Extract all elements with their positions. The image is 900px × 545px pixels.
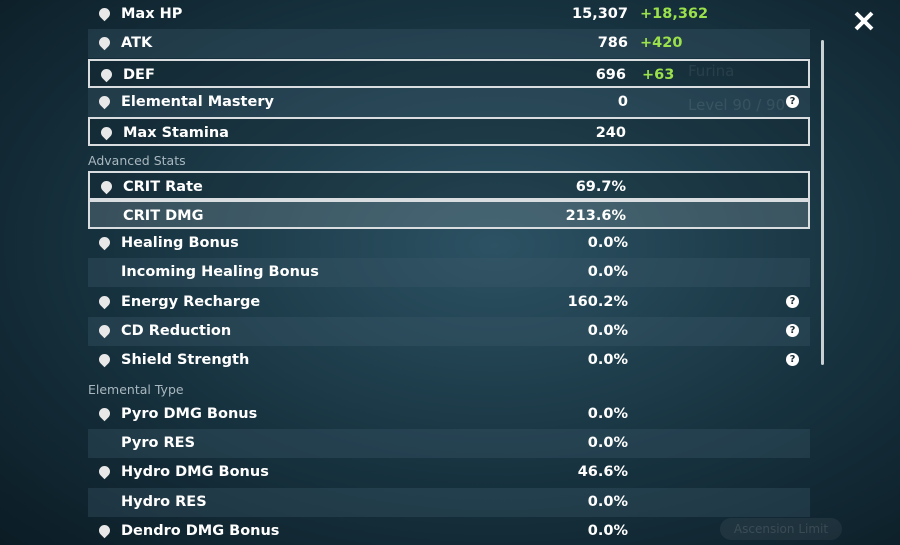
stat-icon: [96, 234, 113, 251]
stat-value: 0.0%: [587, 352, 628, 369]
stat-name: Max HP: [121, 6, 183, 22]
stat-row[interactable]: Energy Recharge 160.2%?: [88, 288, 810, 317]
stat-bonus: +63: [642, 66, 675, 83]
stat-row[interactable]: Max HP 15,307 +18,362: [88, 0, 810, 29]
stat-value: 786: [597, 35, 628, 52]
stat-value: 46.6%: [577, 464, 628, 481]
stat-icon: [96, 93, 113, 110]
stat-value: 213.6%: [565, 207, 626, 224]
stat-icon: [96, 405, 113, 421]
stat-row[interactable]: CD Reduction 0.0%?: [88, 317, 810, 346]
stat-value: 15,307: [572, 6, 628, 22]
stat-name: Pyro RES: [121, 434, 196, 451]
stat-icon: [96, 352, 113, 368]
stat-name: CRIT Rate: [123, 178, 203, 195]
section-header: Elemental Type: [88, 381, 184, 397]
stat-row[interactable]: DEF 696 +63: [88, 58, 810, 88]
stat-icon: [98, 66, 115, 82]
character-level: Level 90 / 90: [688, 96, 786, 114]
stat-value: 0: [617, 93, 628, 110]
stat-value: 0.0%: [587, 235, 628, 252]
stat-row[interactable]: Hydro RES 0.0%: [88, 487, 810, 517]
stat-icon: [96, 322, 113, 339]
stat-icon: [98, 124, 115, 141]
stat-row[interactable]: Hydro DMG Bonus 46.6%: [88, 458, 810, 487]
stat-icon: [96, 35, 113, 51]
stat-bonus: +18,362: [640, 6, 709, 22]
stat-row[interactable]: Pyro RES 0.0%: [88, 428, 810, 458]
stat-bonus: +420: [640, 35, 683, 52]
stat-row[interactable]: Dendro DMG Bonus 0.0%: [88, 517, 810, 545]
scrollbar[interactable]: [821, 40, 824, 365]
stat-value: 0.0%: [587, 323, 628, 339]
stat-row[interactable]: CRIT Rate 69.7%: [88, 170, 810, 200]
stat-name: CD Reduction: [121, 323, 232, 339]
stat-name: Dendro DMG Bonus: [121, 522, 280, 539]
stat-name: Elemental Mastery: [121, 93, 274, 110]
stat-value: 240: [595, 125, 626, 142]
stat-name: DEF: [123, 66, 155, 83]
stat-icon: [96, 463, 113, 480]
stat-value: 160.2%: [567, 293, 628, 310]
stat-row[interactable]: Elemental Mastery 0?: [88, 87, 810, 117]
stat-row[interactable]: ATK 786 +420: [88, 29, 810, 59]
stat-name: Pyro DMG Bonus: [121, 405, 258, 422]
stat-icon: [96, 522, 113, 539]
stat-row[interactable]: Shield Strength 0.0%?: [88, 346, 810, 375]
stat-icon: [96, 293, 113, 309]
stat-row[interactable]: Healing Bonus 0.0%: [88, 229, 810, 258]
character-name: Furina: [688, 62, 735, 80]
stat-row[interactable]: Max Stamina 240: [88, 117, 810, 147]
stat-value: 69.7%: [575, 178, 626, 195]
stat-value: 0.0%: [587, 405, 628, 422]
stat-row[interactable]: Incoming Healing Bonus 0.0%: [88, 258, 810, 288]
section-header: Advanced Stats: [88, 152, 186, 168]
stat-name: Healing Bonus: [121, 235, 239, 252]
close-button[interactable]: [854, 11, 874, 31]
stat-value: 0.0%: [587, 264, 628, 281]
stat-name: Hydro RES: [121, 493, 207, 510]
help-icon[interactable]: ?: [786, 94, 799, 108]
stat-value: 696: [595, 66, 626, 83]
ascension-button[interactable]: Ascension Limit: [720, 518, 842, 540]
stat-icon: [98, 178, 115, 194]
stat-icon: [96, 5, 113, 22]
stat-row[interactable]: CRIT DMG 213.6%: [88, 199, 810, 229]
stat-value: 0.0%: [587, 493, 628, 510]
help-icon[interactable]: ?: [786, 324, 799, 337]
stat-name: CRIT DMG: [123, 207, 204, 224]
stat-name: Shield Strength: [121, 352, 250, 369]
stat-name: ATK: [121, 35, 153, 52]
stat-row[interactable]: Pyro DMG Bonus 0.0%: [88, 400, 810, 429]
stat-value: 0.0%: [587, 434, 628, 451]
stat-name: Max Stamina: [123, 125, 229, 142]
help-icon[interactable]: ?: [786, 353, 799, 367]
stat-name: Energy Recharge: [121, 293, 261, 310]
stat-name: Incoming Healing Bonus: [121, 264, 319, 281]
stat-value: 0.0%: [587, 522, 628, 539]
stat-name: Hydro DMG Bonus: [121, 464, 269, 481]
help-icon[interactable]: ?: [786, 294, 799, 308]
